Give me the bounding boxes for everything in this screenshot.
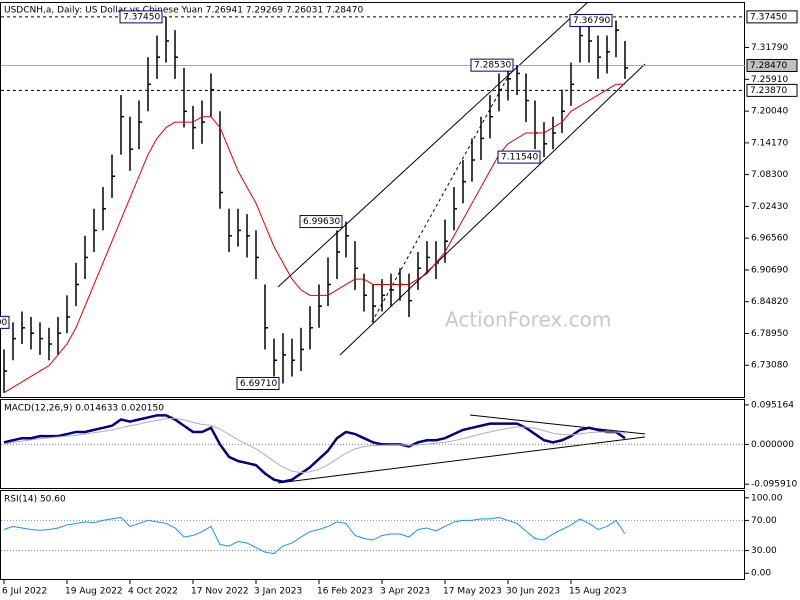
annotation-label: 7.36790 <box>573 16 610 26</box>
annotation-label: 7.11540 <box>501 153 538 163</box>
x-tick-label: 30 Jun 2023 <box>506 587 560 597</box>
price-tag-label: 7.37450 <box>750 12 787 22</box>
y-tick-label: 30.00 <box>751 546 777 556</box>
annotation-box <box>569 13 613 27</box>
x-tick-label: 17 May 2023 <box>443 587 502 597</box>
indicator-line <box>3 516 626 555</box>
x-tick-label: 17 Nov 2022 <box>191 587 249 597</box>
x-tick-label: 15 Aug 2023 <box>569 587 627 597</box>
x-tick-label: 16 Feb 2023 <box>317 587 373 597</box>
annotation-box <box>119 10 163 24</box>
moving-average <box>3 83 625 394</box>
indicator-line <box>3 414 626 484</box>
panel-title: RSI(14) 50.60 <box>4 495 66 505</box>
annotation-label: 6.81000 <box>0 318 7 328</box>
annotation-label: 6.69710 <box>240 379 277 389</box>
rsi-frame <box>0 490 745 580</box>
watermark: ActionForex.com <box>445 308 611 332</box>
y-tick-label: 0.00 <box>751 569 771 579</box>
indicator-line <box>3 417 626 474</box>
chart-title: USDCNH,a, Daily: US Dollar vs Chinese Yu… <box>4 6 363 16</box>
price-tag <box>746 58 798 72</box>
y-tick-label: 100.00 <box>751 493 783 503</box>
annotation-label: 7.28530 <box>474 61 511 71</box>
annotation-box <box>299 215 343 229</box>
annotation-label: 7.37450 <box>123 12 160 22</box>
x-tick-label: 6 Jul 2022 <box>2 587 47 597</box>
price-tag <box>746 10 798 24</box>
price-tag-label: 7.23870 <box>750 86 787 96</box>
annotation-box <box>236 376 280 390</box>
y-tick-label: 7.08300 <box>751 170 788 180</box>
y-tick-label: 0.000000 <box>751 440 794 450</box>
channel-mid <box>371 65 515 323</box>
y-tick-label: 0.095164 <box>751 400 794 410</box>
price-tag <box>746 83 798 97</box>
y-tick-label: 70.00 <box>751 516 777 526</box>
y-tick-label: 6.78950 <box>751 329 788 339</box>
y-tick-label: 6.96560 <box>751 234 788 244</box>
x-tick-label: 19 Aug 2022 <box>65 587 123 597</box>
y-tick-label: 7.25910 <box>751 75 788 85</box>
macd-frame <box>0 399 745 489</box>
trend-lines <box>277 1 646 484</box>
annotation-label: 6.99630 <box>303 217 340 227</box>
y-tick-label: 7.31790 <box>751 43 788 53</box>
y-tick-label: 6.90690 <box>751 265 788 275</box>
x-tick-label: 4 Oct 2022 <box>128 587 178 597</box>
annotation-box <box>0 315 10 329</box>
y-tick-label: 7.02430 <box>751 202 788 212</box>
panel-title: MACD(12,26,9) 0.014633 0.020150 <box>4 404 164 414</box>
y-tick-label: 7.20040 <box>751 107 788 117</box>
x-tick-label: 3 Apr 2023 <box>380 587 430 597</box>
channel-lower <box>339 63 646 356</box>
x-tick-label: 3 Jan 2023 <box>254 587 302 597</box>
channel-upper <box>277 1 589 288</box>
y-tick-label: 6.73080 <box>751 361 788 371</box>
y-tick-label: -0.095910 <box>751 480 797 490</box>
y-tick-label: 6.84820 <box>751 297 788 307</box>
annotation-box <box>470 58 514 72</box>
annotation-box <box>497 150 541 164</box>
y-tick-label: 7.14170 <box>751 138 788 148</box>
price-tag-label: 7.28470 <box>750 61 787 71</box>
main-frame <box>0 2 745 398</box>
